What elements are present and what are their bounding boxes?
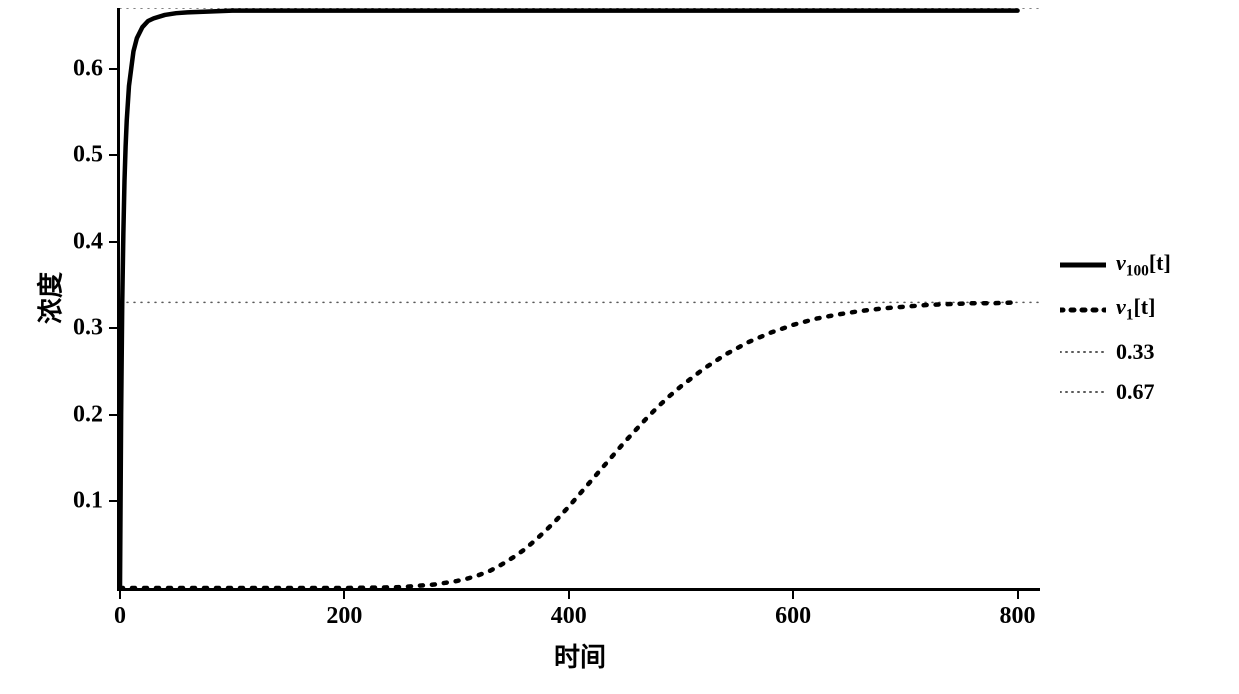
x-tick-label: 0 xyxy=(114,603,126,630)
legend-entry: v100[t] xyxy=(1060,250,1171,280)
legend-label: 0.33 xyxy=(1116,339,1155,365)
series-v1 xyxy=(120,302,1018,588)
x-tick-label: 200 xyxy=(326,603,362,630)
x-tick xyxy=(119,591,121,599)
y-tick xyxy=(109,414,117,416)
y-tick xyxy=(109,68,117,70)
legend-label: 0.67 xyxy=(1116,379,1155,405)
legend-label: v1[t] xyxy=(1116,294,1155,324)
y-tick-label: 0.3 xyxy=(73,315,103,342)
y-tick xyxy=(109,241,117,243)
x-tick-label: 800 xyxy=(1000,603,1036,630)
y-tick-label: 0.2 xyxy=(73,401,103,428)
y-tick-label: 0.1 xyxy=(73,488,103,515)
legend-label: v100[t] xyxy=(1116,250,1171,280)
x-tick xyxy=(568,591,570,599)
legend: v100[t] v1[t] 0.33 0.67 xyxy=(1060,250,1171,419)
legend-swatch xyxy=(1060,300,1106,320)
y-tick xyxy=(109,327,117,329)
legend-entry: 0.33 xyxy=(1060,339,1171,365)
y-tick-label: 0.5 xyxy=(73,142,103,169)
series-v100 xyxy=(120,11,1018,588)
y-tick-label: 0.6 xyxy=(73,55,103,82)
y-axis-title: 浓度 xyxy=(31,272,68,324)
legend-swatch xyxy=(1060,255,1106,275)
x-tick xyxy=(1017,591,1019,599)
y-tick xyxy=(109,154,117,156)
x-tick-label: 400 xyxy=(551,603,587,630)
x-axis-title: 时间 xyxy=(554,637,606,674)
x-tick xyxy=(792,591,794,599)
legend-swatch xyxy=(1060,342,1106,362)
concentration-time-chart: 0 200 400 600 800 0.1 0.2 0.3 0.4 0.5 0.6 时间 浓度 v… xyxy=(0,0,1239,694)
x-axis-line xyxy=(117,588,1040,591)
y-tick xyxy=(109,500,117,502)
legend-swatch xyxy=(1060,382,1106,402)
legend-entry: 0.67 xyxy=(1060,379,1171,405)
y-tick-label: 0.4 xyxy=(73,228,103,255)
y-axis-line xyxy=(117,8,120,591)
x-tick-label: 600 xyxy=(775,603,811,630)
legend-entry: v1[t] xyxy=(1060,294,1171,324)
x-tick xyxy=(343,591,345,599)
plot-canvas xyxy=(0,0,1060,608)
